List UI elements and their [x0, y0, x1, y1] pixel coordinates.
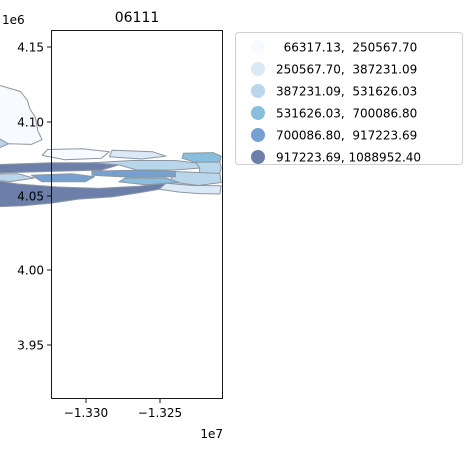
- map-region: [195, 161, 222, 175]
- map-region: [0, 180, 167, 208]
- map-region: [0, 138, 9, 149]
- map-region: [108, 149, 167, 160]
- legend-frame: [235, 32, 463, 165]
- y-tick-label: 4.15: [17, 41, 44, 55]
- legend-label: 387231.09, 531626.03: [276, 85, 417, 99]
- legend-label: 917223.69, 1088952.40: [276, 151, 421, 165]
- map-region: [0, 85, 43, 145]
- legend-swatch: [251, 128, 265, 142]
- plot-frame: [51, 30, 223, 399]
- map-region: [91, 169, 176, 178]
- map-region: [158, 182, 222, 195]
- legend-label: 250567.70, 387231.09: [276, 63, 417, 77]
- y-tick-label: 4.00: [17, 264, 44, 278]
- x-tick-label: −1.325: [138, 406, 182, 420]
- legend-label: 66317.13, 250567.70: [276, 41, 417, 55]
- legend-swatch: [251, 40, 265, 54]
- map-region: [30, 173, 96, 183]
- legend-swatch: [251, 106, 265, 120]
- legend-swatch: [251, 84, 265, 98]
- y-tick-label: 4.05: [17, 190, 44, 204]
- map-layer: [0, 85, 222, 208]
- y-tick-label: 3.95: [17, 339, 44, 353]
- legend: 66317.13, 250567.70 250567.70, 387231.09…: [235, 32, 463, 165]
- legend-swatch: [251, 150, 265, 164]
- y-axis: 4.15 4.10 4.05 4.00 3.95 1e6: [2, 13, 51, 353]
- x-offset-label: 1e7: [200, 427, 223, 441]
- x-tick-label: −1.330: [64, 406, 108, 420]
- y-tick-label: 4.10: [17, 116, 44, 130]
- legend-swatch: [251, 62, 265, 76]
- map-region: [0, 162, 120, 174]
- legend-label: 700086.80, 917223.69: [276, 129, 417, 143]
- map-region: [41, 148, 110, 161]
- y-offset-label: 1e6: [2, 13, 25, 27]
- x-axis: −1.330 −1.325 1e7: [64, 399, 223, 441]
- chart-title: 06111: [115, 10, 160, 26]
- map-region: [169, 171, 222, 186]
- legend-label: 531626.03, 700086.80: [276, 107, 417, 121]
- map-region: [181, 152, 222, 163]
- map-region: [0, 173, 35, 182]
